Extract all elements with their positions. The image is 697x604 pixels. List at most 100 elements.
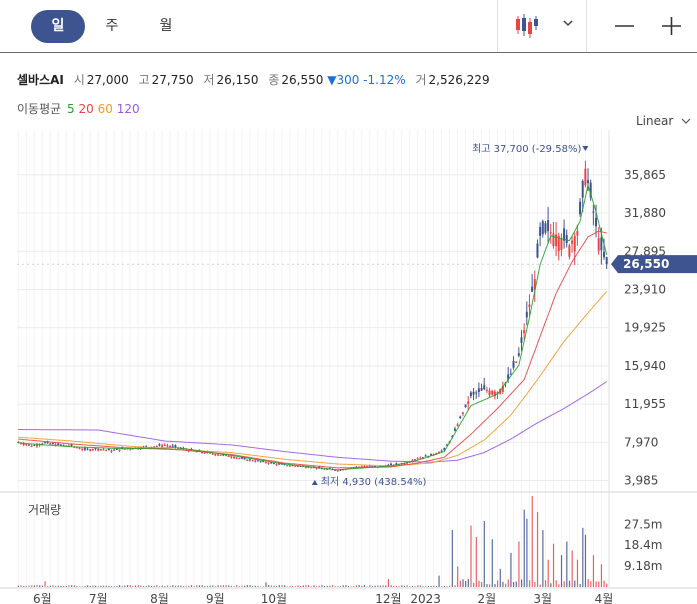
candlestick-icon <box>516 14 538 38</box>
volume-bar <box>489 584 491 587</box>
candle-body <box>480 387 483 391</box>
scale-toggle[interactable]: Linear <box>636 114 691 128</box>
candle-body <box>445 444 448 446</box>
volume-bar <box>81 586 83 587</box>
candle-body <box>41 443 44 445</box>
candle-body <box>59 444 62 446</box>
candle-body <box>129 448 132 450</box>
volume-bar <box>105 585 107 587</box>
markers: 최고 37,700 (-29.58%) 최저 4,930 (438.54%) 26,… <box>17 143 697 488</box>
volume-bar <box>145 586 147 587</box>
volume-bar <box>169 586 171 587</box>
tab-daily[interactable]: 일 <box>31 10 85 43</box>
volume-bar <box>52 585 54 587</box>
candle-body <box>493 391 496 397</box>
candle-body <box>113 449 116 451</box>
volume-bar <box>116 586 118 587</box>
volume-bar <box>153 586 155 587</box>
volume-bar <box>79 586 81 587</box>
volume-bar <box>63 586 65 587</box>
candle-body <box>403 463 406 465</box>
candle-body <box>294 465 297 467</box>
volume-bar <box>17 585 20 587</box>
volume-bar <box>262 586 264 587</box>
candle-body <box>211 453 214 455</box>
volume-bar <box>244 585 246 587</box>
candle-body <box>209 452 212 454</box>
candle-body <box>603 252 606 258</box>
candle-body <box>451 436 454 438</box>
scale-label: Linear <box>636 114 674 128</box>
zoom-out-button[interactable] <box>610 10 640 42</box>
candle-body <box>523 330 526 334</box>
volume-bar <box>552 543 555 587</box>
price-tick-label: 11,955 <box>624 397 666 411</box>
time-tick-label: 2월 <box>478 592 497 604</box>
toolbar-divider <box>586 0 587 52</box>
candle-body <box>246 459 249 461</box>
volume-bar <box>369 585 371 587</box>
tab-monthly[interactable]: 월 <box>159 18 173 34</box>
candle-body <box>248 459 251 461</box>
stock-name: 셀바스AI <box>17 73 64 87</box>
volume-bar <box>374 585 376 587</box>
candle-body <box>134 447 137 449</box>
chart-type-button[interactable] <box>512 10 546 42</box>
volume-bar <box>550 583 552 587</box>
candle-body <box>62 444 65 446</box>
chart-type-dropdown[interactable] <box>558 10 578 42</box>
candle-body <box>171 445 174 447</box>
tab-weekly[interactable]: 주 <box>105 18 119 34</box>
candle-body <box>323 468 326 470</box>
volume-bar <box>331 585 334 587</box>
time-tick-label: 4월 <box>595 592 614 604</box>
volume-bar <box>326 585 328 587</box>
volume-bar <box>241 585 243 587</box>
candle-body <box>326 468 329 470</box>
time-tick-label: 6월 <box>33 592 52 604</box>
candle-body <box>424 455 427 457</box>
ma-120-label[interactable]: 120 <box>116 102 140 116</box>
volume-bar <box>414 586 416 587</box>
candle-body <box>49 443 52 445</box>
ma-legend-label: 이동평균 <box>17 102 62 116</box>
candle-body <box>600 237 603 251</box>
candle-body <box>161 445 164 447</box>
time-tick-label: 10월 <box>261 592 287 604</box>
volume-bar <box>57 585 59 587</box>
zoom-in-button[interactable] <box>657 10 687 42</box>
candle-body <box>517 353 520 356</box>
candle-body <box>328 468 331 470</box>
candle-body <box>126 448 129 450</box>
ma-60-label[interactable]: 60 <box>97 102 113 116</box>
candle-body <box>67 445 70 447</box>
ma-5-label[interactable]: 5 <box>67 102 75 116</box>
candle-body <box>288 465 291 467</box>
candle-body <box>456 424 459 426</box>
candle-body <box>565 235 568 244</box>
candle-body <box>318 466 321 469</box>
volume-bar <box>111 586 113 587</box>
volume-bar <box>134 585 137 587</box>
candle-body <box>307 466 310 469</box>
volume-bar <box>73 585 75 587</box>
volume-bar <box>39 585 41 587</box>
volume-bar <box>401 585 403 587</box>
candle-body <box>73 446 76 448</box>
price-tick-label: 19,925 <box>624 321 666 335</box>
candle-body <box>272 463 275 465</box>
volume-bar <box>150 585 153 587</box>
ma-20-label[interactable]: 20 <box>78 102 94 116</box>
ma-legend: 이동평균 5 20 60 120 <box>17 100 140 117</box>
volume-bar <box>478 580 480 587</box>
candle-body <box>504 382 507 384</box>
high-label: 고 <box>138 73 150 87</box>
price-tick-label: 7,970 <box>624 435 658 449</box>
candle-body <box>17 441 20 443</box>
volume-bar <box>598 581 600 587</box>
time-tick-label: 7월 <box>89 592 108 604</box>
toolbar: 일 주 월 <box>0 0 697 53</box>
volume-bar <box>385 585 387 587</box>
volume-bar <box>182 586 185 587</box>
candle-body <box>35 444 38 447</box>
